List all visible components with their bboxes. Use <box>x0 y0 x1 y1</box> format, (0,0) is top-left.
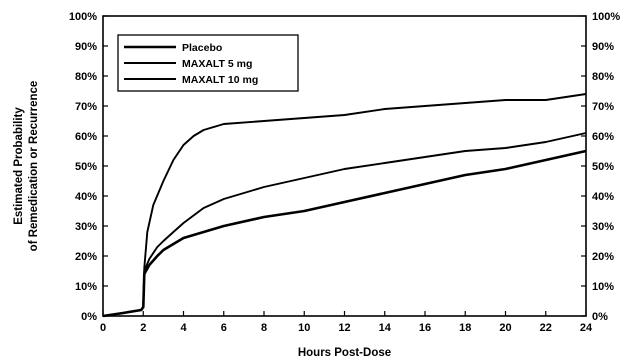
y-tick-label-right: 60% <box>592 131 614 143</box>
legend-label-1: MAXALT 5 mg <box>182 58 252 70</box>
y-tick-label-left: 60% <box>75 131 97 143</box>
x-tick-label: 24 <box>580 322 593 334</box>
legend: Placebo MAXALT 5 mg MAXALT 10 mg <box>117 34 299 92</box>
y-tick-label-right: 50% <box>592 161 614 173</box>
y-tick-label-left: 10% <box>75 281 97 293</box>
series-line-0 <box>102 149 587 318</box>
x-tick-label: 10 <box>298 322 310 334</box>
y-tick-label-left: 30% <box>75 221 97 233</box>
y-tick-label-right: 100% <box>592 11 620 23</box>
y-tick-label-left: 70% <box>75 101 97 113</box>
axis-labels: Hours Post-Dose Estimated Probability of… <box>13 81 391 359</box>
y-tick-label-right: 10% <box>592 281 614 293</box>
y-axis-label-line-1: Estimated Probability <box>13 107 25 225</box>
y-tick-label-left: 40% <box>75 191 97 203</box>
legend-label-0: Placebo <box>182 42 222 54</box>
x-tick-label: 20 <box>499 322 511 334</box>
y-tick-label-left: 90% <box>75 41 97 53</box>
x-axis-label: Hours Post-Dose <box>298 347 391 359</box>
y-tick-label-left: 100% <box>69 11 97 23</box>
x-tick-label: 12 <box>338 322 350 334</box>
legend-label-2: MAXALT 10 mg <box>182 74 258 86</box>
series-layer <box>102 93 587 318</box>
y-tick-label-left: 20% <box>75 251 97 263</box>
y-tick-label-left: 80% <box>75 71 97 83</box>
x-tick-label: 6 <box>221 322 227 334</box>
x-tick-label: 4 <box>180 322 187 334</box>
series-line-2 <box>102 93 587 317</box>
y-tick-label-right: 80% <box>592 71 614 83</box>
y-tick-label-right: 0% <box>592 311 608 323</box>
x-tick-label: 22 <box>540 322 552 334</box>
x-tick-label: 8 <box>261 322 267 334</box>
series-line-1 <box>102 132 587 317</box>
y-tick-label-right: 70% <box>592 101 614 113</box>
x-tick-label: 0 <box>100 322 106 334</box>
ticks-layer: 0% 0% 10% 10% 20% 20% 30% 30% 40% 40% 50% 50% 60% 60%… <box>69 11 620 334</box>
y-tick-label-left: 0% <box>81 311 97 323</box>
y-tick-label-right: 30% <box>592 221 614 233</box>
y-tick-label-right: 40% <box>592 191 614 203</box>
legend-box <box>117 34 299 92</box>
y-tick-label-right: 90% <box>592 41 614 53</box>
x-tick-label: 14 <box>379 322 392 334</box>
y-tick-label-left: 50% <box>75 161 97 173</box>
x-tick-label: 2 <box>140 322 146 334</box>
x-tick-label: 18 <box>459 322 471 334</box>
y-axis-label-line-2: of Remedication or Recurrence <box>28 81 40 252</box>
y-tick-label-right: 20% <box>592 251 614 263</box>
x-tick-label: 16 <box>419 322 431 334</box>
